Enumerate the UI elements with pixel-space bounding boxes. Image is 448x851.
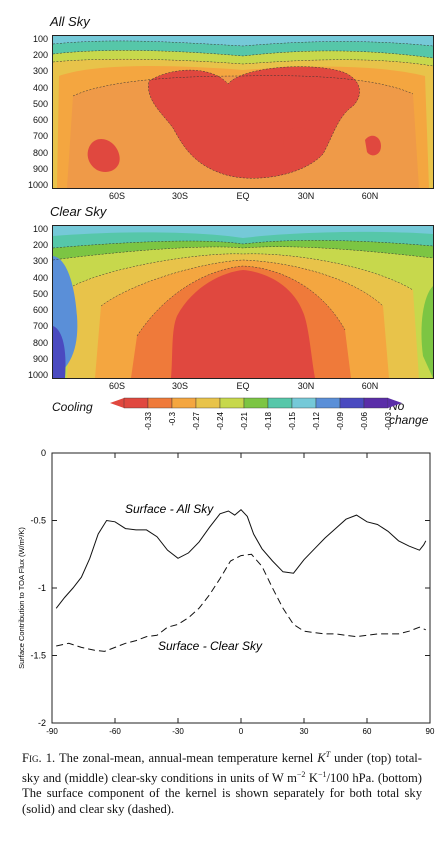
pressure-tick-label: 100 xyxy=(32,224,48,234)
caption-kernel-symbol: K xyxy=(317,751,326,766)
y-tick-label: -1.5 xyxy=(30,651,46,661)
series-label: Surface - All Sky xyxy=(125,502,214,516)
caption-text-4: /100 hPa. (bottom) The surface component… xyxy=(22,770,422,816)
x-tick-label: 30 xyxy=(300,727,309,736)
pressure-tick-label: 500 xyxy=(32,98,48,109)
y-tick-label: -2 xyxy=(38,718,46,728)
pressure-tick-label: 100 xyxy=(32,34,48,44)
caption-lead: Fig. 1. xyxy=(22,751,56,766)
colorbar-tick-label: -0.09 xyxy=(336,411,345,430)
caption-text-2: under (top) total-sky and (middle) clear… xyxy=(22,751,422,785)
pressure-tick-label: 700 xyxy=(32,321,48,332)
colorbar-tick-label: -0.21 xyxy=(240,411,249,430)
colorbar-swatch xyxy=(339,397,365,409)
latitude-tick-label: 30S xyxy=(171,381,189,391)
latitude-tick-label: 60S xyxy=(108,381,126,391)
pressure-tick-label: 1000 xyxy=(27,370,48,380)
all-sky-contour-graphic xyxy=(53,36,433,188)
caption-kernel-sup: T xyxy=(325,750,331,759)
latitude-tick-label: 30N xyxy=(297,381,315,391)
x-tick-label: 60 xyxy=(363,727,372,736)
x-tick-label: 90 xyxy=(426,727,435,736)
pressure-tick-label: 400 xyxy=(32,82,48,93)
latitude-tick-label: 60N xyxy=(361,381,379,391)
clear-sky-contour-graphic xyxy=(53,226,433,378)
colorbar-tick-label: -0.06 xyxy=(360,411,369,430)
colorbar-swatch xyxy=(267,397,293,409)
pressure-tick-label: 600 xyxy=(32,115,48,126)
colorbar-tick-label: -0.18 xyxy=(264,411,273,430)
colorbar-swatch xyxy=(363,397,389,409)
clear-sky-contour-map xyxy=(52,225,434,379)
pressure-tick-label: 900 xyxy=(32,353,48,364)
latitude-tick-label: 30N xyxy=(297,191,315,201)
all-sky-title: All Sky xyxy=(50,14,90,29)
pressure-tick-label: 400 xyxy=(32,272,48,283)
pressure-tick-label: 800 xyxy=(32,147,48,158)
colorbar-swatch xyxy=(147,397,173,409)
surface-kernel-chart: 0 -0.5 -1 -1.5 -2 -90 -60 -30 0 30 60 90 Surface Con… xyxy=(0,445,448,745)
caption-text-1: The zonal-mean, annual-mean temperature … xyxy=(58,751,318,766)
clear-sky-title: Clear Sky xyxy=(50,204,107,219)
all-sky-contour-map xyxy=(52,35,434,189)
pressure-tick-label: 300 xyxy=(32,66,48,77)
pressure-tick-label: 500 xyxy=(32,288,48,299)
colorbar-tick-label: -0.27 xyxy=(192,411,201,430)
latitude-tick-label: 30S xyxy=(171,191,189,201)
colorbar-graphic: -0.33 -0.3 -0.27 -0.24 -0.21 -0.18 -0.15 -0.12 -… xyxy=(110,397,402,430)
colorbar-tick-label: -0.3 xyxy=(168,411,177,425)
all-sky-line xyxy=(55,509,427,609)
pressure-tick-label: 700 xyxy=(32,131,48,142)
caption-exp-1: −2 xyxy=(296,769,306,779)
pressure-tick-label: 300 xyxy=(32,256,48,267)
latitude-tick-label: EQ xyxy=(236,191,250,201)
y-tick-label: -1 xyxy=(38,583,46,593)
series-label: Surface - Clear Sky xyxy=(158,639,263,653)
caption-exp-2: −1 xyxy=(317,769,327,779)
colorbar-swatch xyxy=(315,397,341,409)
pressure-tick-label: 600 xyxy=(32,305,48,316)
latitude-tick-label: EQ xyxy=(236,381,250,391)
latitude-tick-label: 60N xyxy=(361,191,379,201)
caption-text-3: K xyxy=(305,770,318,785)
clear-sky-line xyxy=(56,553,426,652)
pressure-tick-label: 900 xyxy=(32,163,48,174)
colorbar-tick-label: -0.15 xyxy=(288,411,297,430)
colorbar-tick-label: -0.03 xyxy=(384,411,393,430)
pressure-tick-label: 200 xyxy=(32,50,48,61)
colorbar-swatch xyxy=(243,397,269,409)
figure-caption: Fig. 1. The zonal-mean, annual-mean temp… xyxy=(22,747,422,817)
colorbar-right-arrow xyxy=(388,398,402,408)
x-tick-label: -60 xyxy=(109,727,121,736)
pressure-tick-label: 200 xyxy=(32,240,48,251)
colorbar-tick-label: -0.33 xyxy=(144,411,153,430)
colorbar-left-arrow xyxy=(110,398,124,408)
colorbar-swatch xyxy=(291,397,317,409)
colorbar-swatch xyxy=(123,397,149,409)
y-tick-label: -0.5 xyxy=(30,516,46,526)
y-tick-label: 0 xyxy=(41,448,46,458)
surface-kernel-chart-graphic: 0 -0.5 -1 -1.5 -2-90 -60 -30 0 30 60 90 Surface Con… xyxy=(17,448,435,736)
colorbar-swatch xyxy=(219,397,245,409)
plot-frame xyxy=(51,452,431,724)
colorbar-swatch xyxy=(171,397,197,409)
x-tick-label: 0 xyxy=(239,727,244,736)
colorbar-swatch xyxy=(195,397,221,409)
latitude-tick-label: 60S xyxy=(108,191,126,201)
colorbar-cooling-label: Cooling xyxy=(52,400,93,414)
x-tick-label: -30 xyxy=(172,727,184,736)
colorbar-tick-label: -0.24 xyxy=(216,411,225,430)
pressure-tick-label: 1000 xyxy=(27,180,48,190)
colorbar-tick-label: -0.12 xyxy=(312,411,321,430)
x-tick-label: -90 xyxy=(46,727,58,736)
y-axis-label: Surface Contribution to TOA Flux (W/m²/K… xyxy=(17,527,26,669)
pressure-tick-label: 800 xyxy=(32,337,48,348)
